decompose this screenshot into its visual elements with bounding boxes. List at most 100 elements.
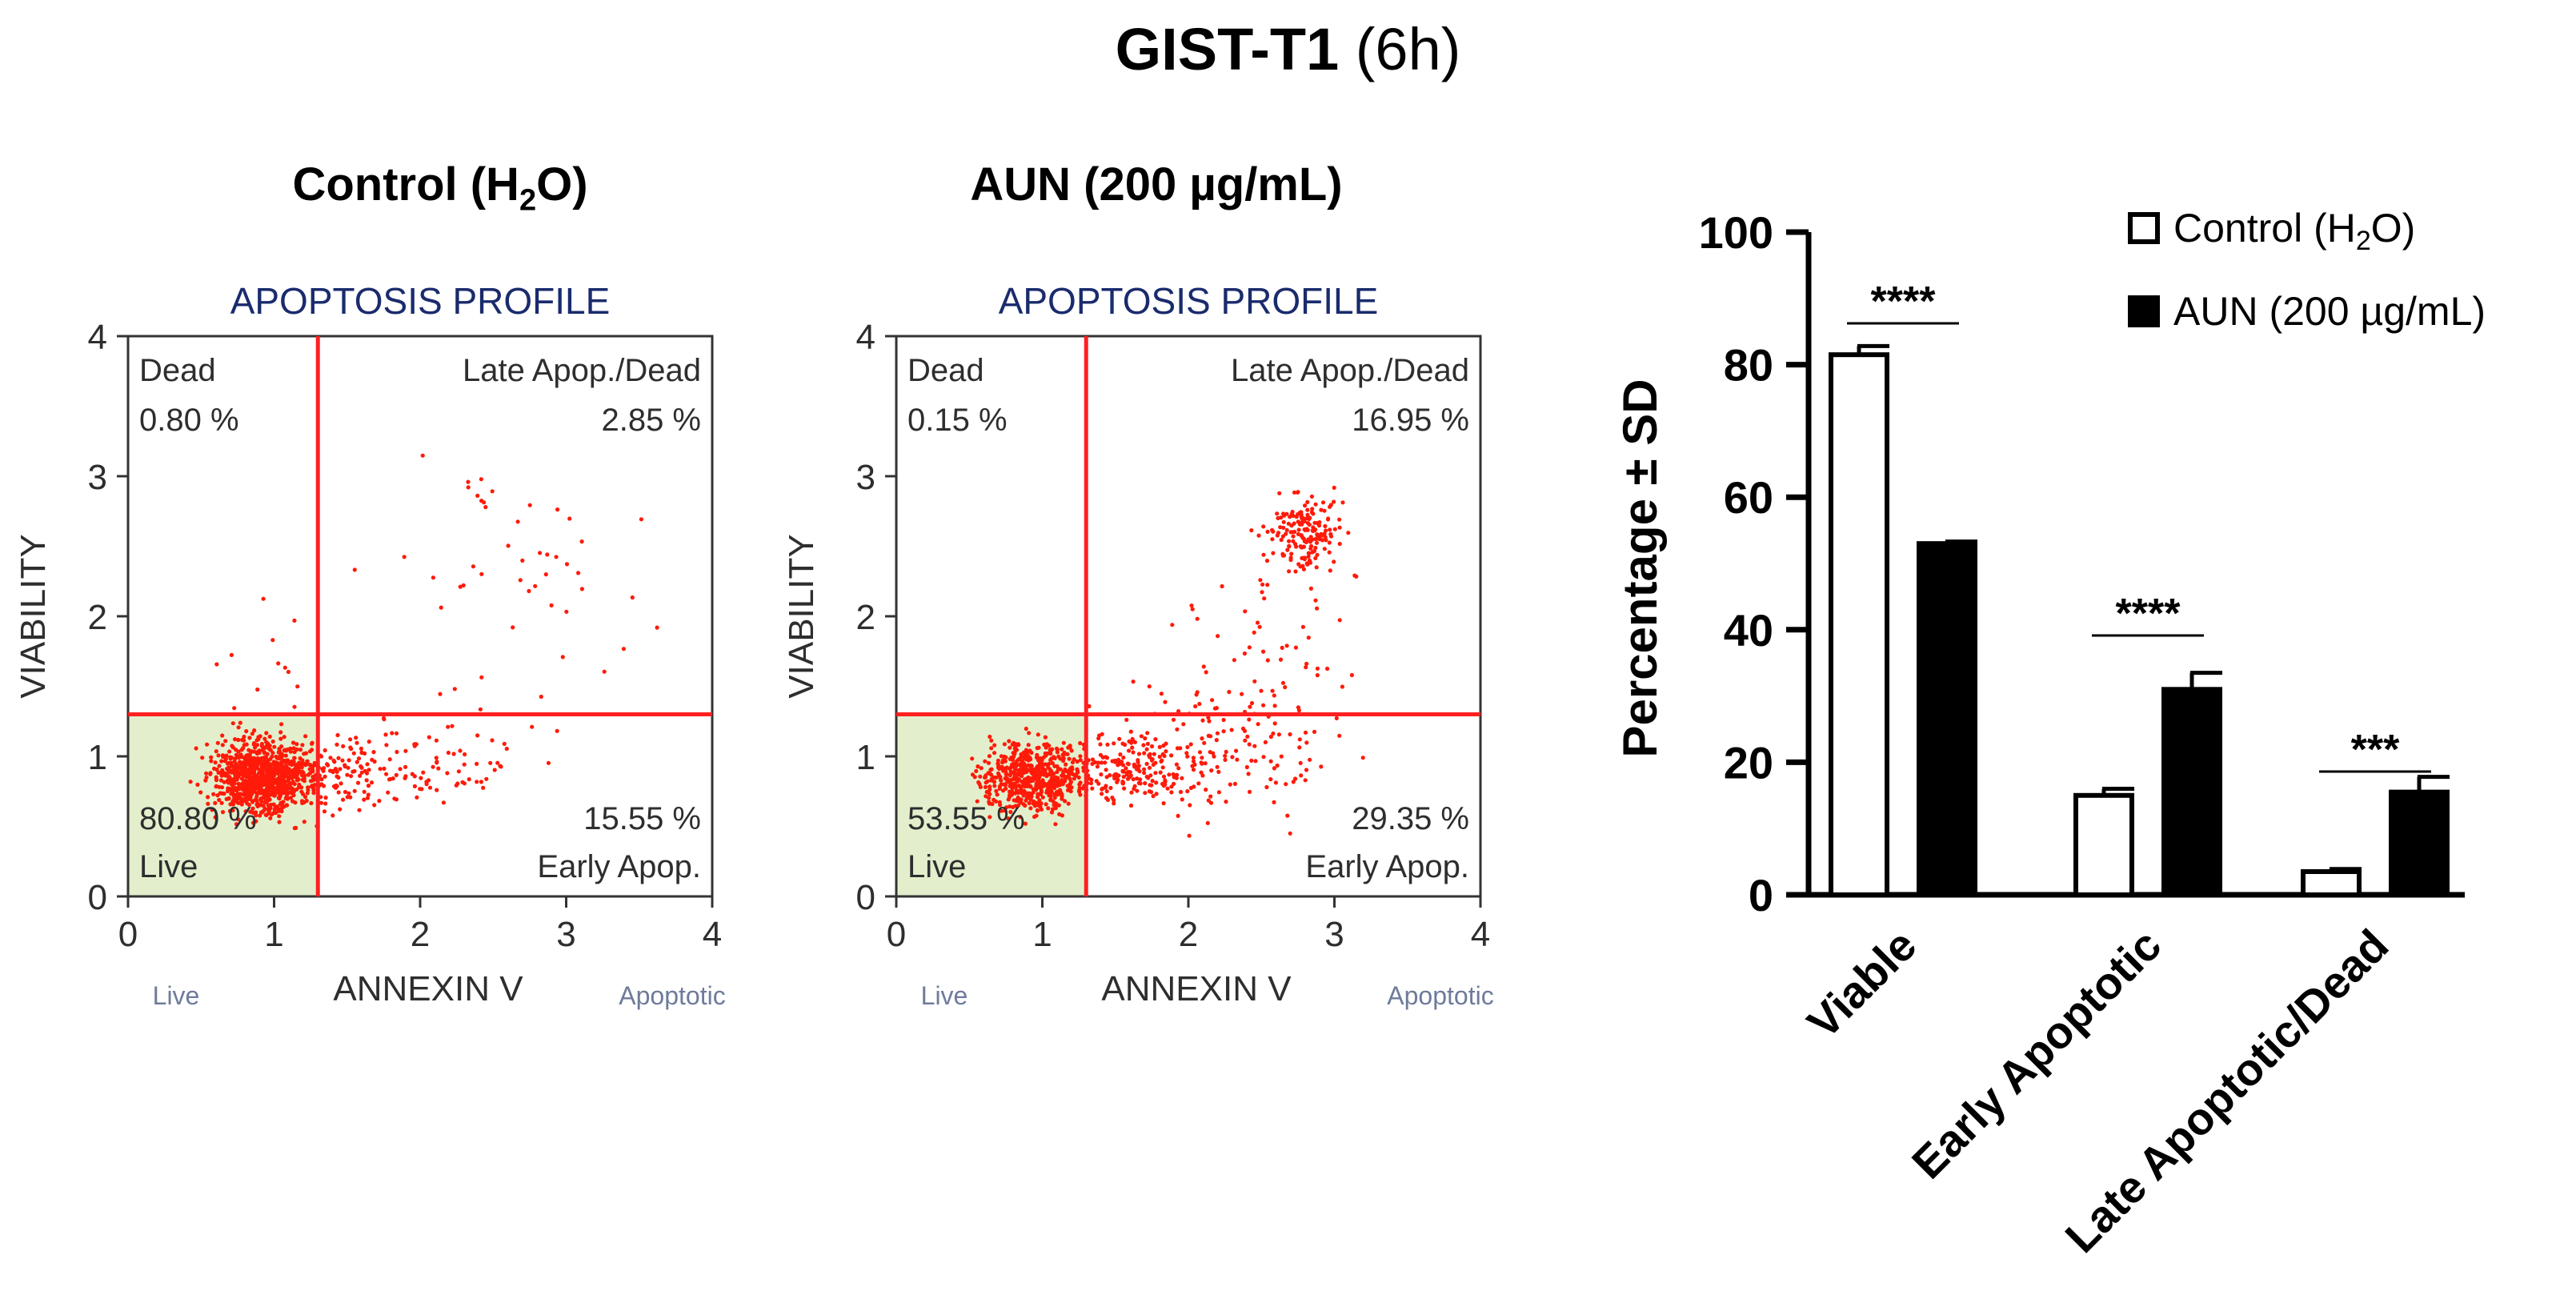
y-tick-label: 0 <box>88 878 107 917</box>
event-dot <box>1004 805 1009 810</box>
event-dot <box>1065 769 1070 774</box>
event-dot <box>1136 766 1140 772</box>
event-dot <box>1332 527 1337 531</box>
event-dot <box>267 734 272 740</box>
event-dot <box>1024 726 1028 732</box>
x-tick-label: 1 <box>1032 915 1052 954</box>
event-dot <box>1149 744 1155 749</box>
event-dot <box>254 794 259 800</box>
event-dot <box>479 499 484 503</box>
event-dot <box>234 786 238 791</box>
event-dot <box>1116 757 1121 762</box>
event-dot <box>1121 774 1126 780</box>
event-dot <box>1204 670 1208 675</box>
event-dot <box>1147 765 1152 770</box>
event-dot <box>1017 772 1022 777</box>
event-dot <box>1276 531 1281 535</box>
event-dot <box>206 801 210 806</box>
event-dot <box>1216 790 1221 795</box>
event-dot <box>248 778 253 783</box>
event-dot <box>1262 596 1267 601</box>
event-dot <box>1275 763 1280 768</box>
event-dot <box>279 760 284 764</box>
event-dot <box>250 732 254 736</box>
event-dot <box>1216 634 1220 639</box>
category-label: Viable <box>1797 920 1925 1048</box>
control-apoptosis-profile-chart: APOPTOSIS PROFILE 0 1 2 3 4 0 1 2 3 4 ANNEXIN V Live… <box>14 280 726 1010</box>
event-dot <box>352 567 357 572</box>
live-quadrant-percent: 53.55 % <box>907 801 1025 836</box>
event-dot <box>255 776 260 781</box>
event-dot <box>1031 778 1036 783</box>
event-dot <box>997 786 1002 792</box>
event-dot <box>347 758 351 763</box>
event-dot <box>1319 507 1324 512</box>
event-dot <box>1131 750 1136 755</box>
event-dot <box>1304 665 1308 670</box>
event-dot <box>1232 658 1236 663</box>
event-dot <box>328 756 333 760</box>
event-dot <box>1008 745 1012 750</box>
event-dot <box>475 761 479 767</box>
event-dot <box>1287 539 1292 543</box>
event-dot <box>1076 775 1081 780</box>
event-dot <box>1304 740 1309 745</box>
event-dot <box>289 791 294 796</box>
event-dot <box>1124 766 1128 771</box>
y-tick-label: 60 <box>1724 472 1773 523</box>
event-dot <box>282 780 287 784</box>
event-dot <box>1308 546 1313 551</box>
event-dot <box>1008 773 1012 778</box>
event-dot <box>458 748 463 753</box>
event-dot <box>307 749 313 754</box>
event-dot <box>292 618 297 623</box>
event-dot <box>1298 564 1303 569</box>
event-dot <box>266 747 272 752</box>
event-dot <box>1272 693 1276 698</box>
event-dot <box>1272 800 1276 805</box>
event-dot <box>1153 737 1158 742</box>
event-dot <box>1240 692 1244 696</box>
event-dot <box>245 752 250 758</box>
event-dot <box>462 762 467 767</box>
event-dot <box>456 769 462 774</box>
event-dot <box>300 777 305 782</box>
event-dot <box>1230 755 1235 760</box>
event-dot <box>970 756 975 761</box>
event-dot <box>543 572 548 577</box>
event-dot <box>1018 815 1023 820</box>
event-dot <box>364 771 370 776</box>
event-dot <box>446 750 451 756</box>
event-dot <box>1276 732 1281 737</box>
dead-quadrant-percent: 0.80 % <box>139 403 239 438</box>
event-dot <box>1289 511 1294 516</box>
event-dot <box>1311 525 1316 530</box>
event-dot <box>226 786 230 791</box>
event-dot <box>362 797 367 802</box>
event-dot <box>1300 522 1304 527</box>
event-dot <box>220 743 225 748</box>
y-tick-label: 20 <box>1724 737 1773 788</box>
event-dot <box>1242 651 1247 656</box>
event-dot <box>467 777 471 782</box>
event-dot <box>258 786 262 791</box>
event-dot <box>351 769 355 774</box>
event-dot <box>208 772 213 776</box>
event-dot <box>280 802 285 807</box>
event-dot <box>1067 756 1072 761</box>
aun-apoptosis-profile-chart: APOPTOSIS PROFILE 0 1 2 3 4 0 1 2 3 4 ANNEXIN V Live… <box>782 280 1494 1010</box>
y-tick-label: 3 <box>856 458 875 497</box>
event-dot <box>351 751 356 756</box>
event-dot <box>1036 801 1041 806</box>
event-dot <box>276 808 282 813</box>
event-dot <box>222 759 227 764</box>
event-dot <box>987 754 992 759</box>
event-dot <box>1272 766 1276 771</box>
aun-bar-2 <box>2389 789 2450 897</box>
event-dot <box>231 797 236 802</box>
event-dot <box>1157 754 1162 760</box>
event-dot <box>1029 750 1034 756</box>
x-axis-live-label: Live <box>153 981 200 1010</box>
event-dot <box>560 655 565 660</box>
event-dot <box>335 769 339 774</box>
